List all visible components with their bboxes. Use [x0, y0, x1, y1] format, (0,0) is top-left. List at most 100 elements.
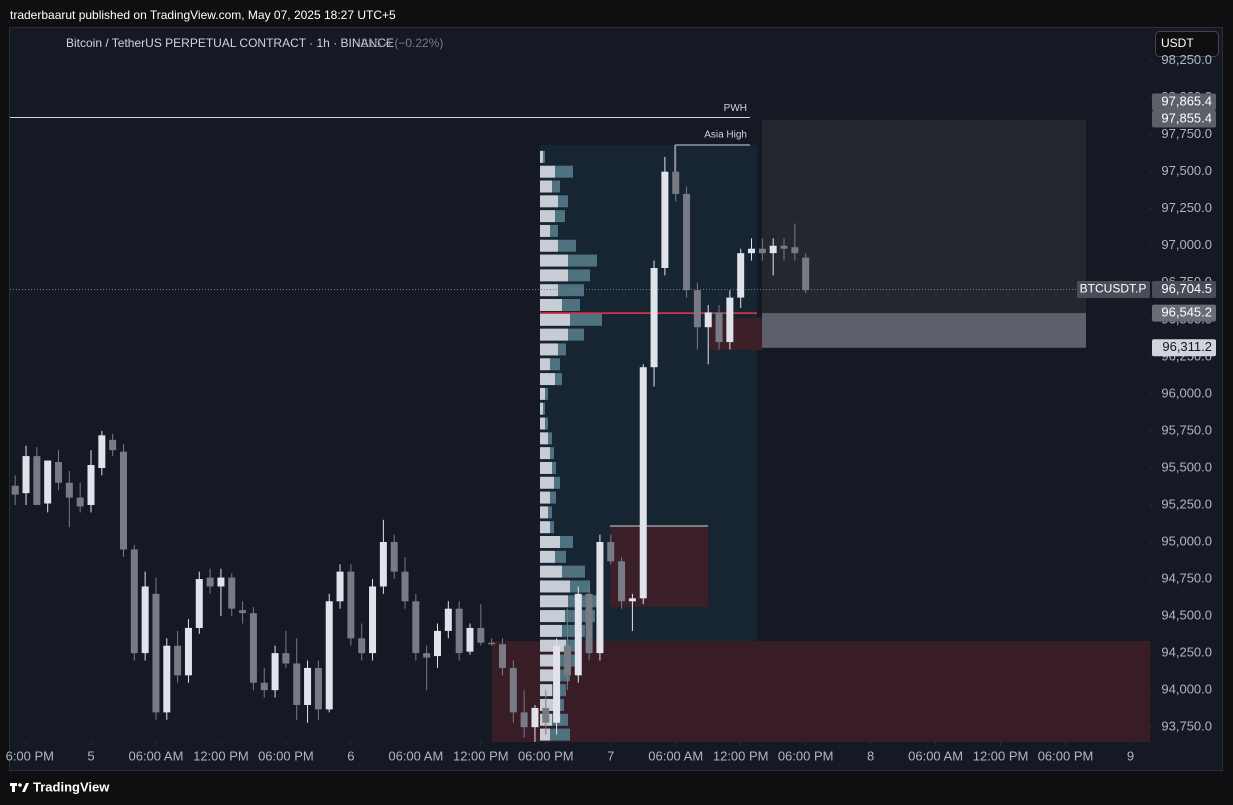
candle-body — [369, 586, 377, 654]
candle-body — [65, 482, 73, 498]
candle-body — [628, 598, 636, 602]
profile-down — [555, 550, 566, 563]
candle-body — [748, 248, 756, 254]
x-tick-label: 8 — [867, 748, 874, 763]
candle-body — [423, 653, 431, 658]
profile-up — [540, 639, 566, 652]
profile-up — [540, 461, 552, 474]
y-tick-label: 94,500.0 — [1161, 608, 1212, 623]
profile-up — [540, 624, 562, 637]
profile-down — [560, 536, 573, 549]
profile-up — [540, 343, 558, 356]
candle-body — [239, 610, 247, 614]
x-tick-label: 06:00 PM — [258, 748, 314, 763]
price-badge-label: 97,855.4 — [1161, 110, 1212, 125]
x-tick-label: 06:00 AM — [648, 748, 703, 763]
candle-body — [672, 171, 680, 194]
candle-body — [769, 245, 777, 254]
candle-body — [509, 667, 517, 713]
candle-body — [412, 601, 420, 654]
candle-body — [693, 290, 701, 328]
profile-up — [540, 580, 570, 593]
candle-body — [76, 497, 84, 507]
candle-body — [520, 712, 528, 728]
candle-body — [498, 644, 506, 668]
profile-down — [562, 565, 585, 578]
brand: TradingView — [33, 779, 110, 794]
profile-down — [568, 328, 584, 341]
candle-body — [163, 645, 171, 713]
profile-down — [543, 150, 545, 163]
profile-up — [540, 402, 543, 415]
x-tick-label: 06:00 AM — [128, 748, 183, 763]
y-tick-label: 97,500.0 — [1161, 163, 1212, 178]
candle-body — [217, 577, 225, 587]
profile-up — [540, 447, 550, 460]
profile-down — [555, 210, 565, 223]
price-badge-label: 97,865.4 — [1161, 93, 1212, 108]
profile-up — [540, 491, 550, 504]
y-tick-label: 95,750.0 — [1161, 422, 1212, 437]
price-badge-label: 96,704.5 — [1161, 281, 1212, 296]
candle-body — [531, 707, 539, 728]
x-tick-label: 06:00 AM — [908, 748, 963, 763]
profile-up — [540, 150, 543, 163]
profile-up — [540, 521, 550, 534]
currency-label[interactable]: USDT — [1161, 36, 1194, 50]
profile-up — [540, 195, 558, 208]
candle-body — [206, 577, 214, 587]
candle-body — [466, 627, 474, 652]
profile-up — [540, 180, 552, 193]
profile-down — [558, 239, 576, 252]
profile-up — [540, 417, 545, 430]
candle-body — [11, 485, 19, 495]
x-tick-label: 12:00 PM — [193, 748, 249, 763]
profile-down — [570, 313, 602, 326]
y-tick-label: 95,500.0 — [1161, 459, 1212, 474]
candle-body — [596, 542, 604, 654]
profile-up — [540, 239, 558, 252]
candle-body — [401, 571, 409, 602]
candle-body — [293, 663, 301, 705]
candle-body — [228, 577, 236, 609]
candle-body — [336, 571, 344, 602]
candle-body — [271, 653, 279, 691]
candle-body — [553, 645, 561, 723]
plot: PWH Asia High — [10, 103, 1150, 742]
y-tick-label: 95,250.0 — [1161, 496, 1212, 511]
candle-body — [726, 297, 734, 343]
profile-up — [540, 373, 555, 386]
range-zone — [762, 120, 1086, 315]
candle-body — [715, 312, 723, 343]
price-badge-label: 96,545.2 — [1161, 305, 1212, 320]
price-badge — [1152, 281, 1216, 299]
profile-up — [540, 210, 555, 223]
candle-body — [174, 645, 182, 676]
candle-body — [358, 638, 366, 654]
y-tick-label: 94,250.0 — [1161, 645, 1212, 660]
profile-down — [550, 224, 558, 237]
profile-down — [555, 373, 562, 386]
price-badge — [1152, 93, 1216, 111]
logo-part — [12, 783, 15, 792]
candle-body — [249, 613, 257, 683]
profile-up — [540, 313, 570, 326]
candle-body — [661, 171, 669, 268]
x-tick-label: 12:00 PM — [453, 748, 509, 763]
profile-up — [540, 299, 562, 312]
candle-body — [130, 549, 138, 654]
y-tick-label: 97,750.0 — [1161, 126, 1212, 141]
x-tick-label: 06:00 PM — [1038, 748, 1094, 763]
candle-body — [444, 608, 452, 631]
candle-body — [390, 542, 398, 572]
candle-body — [704, 312, 712, 328]
candle-body — [650, 267, 658, 368]
candle-body — [542, 707, 550, 723]
currency-button[interactable] — [1155, 31, 1219, 57]
price-badge — [1152, 110, 1216, 128]
candle-body — [347, 571, 355, 639]
y-tick-label: 97,250.0 — [1161, 200, 1212, 215]
candle-body — [141, 586, 149, 654]
profile-down — [550, 521, 554, 534]
x-tick-label: 06:00 PM — [518, 748, 574, 763]
